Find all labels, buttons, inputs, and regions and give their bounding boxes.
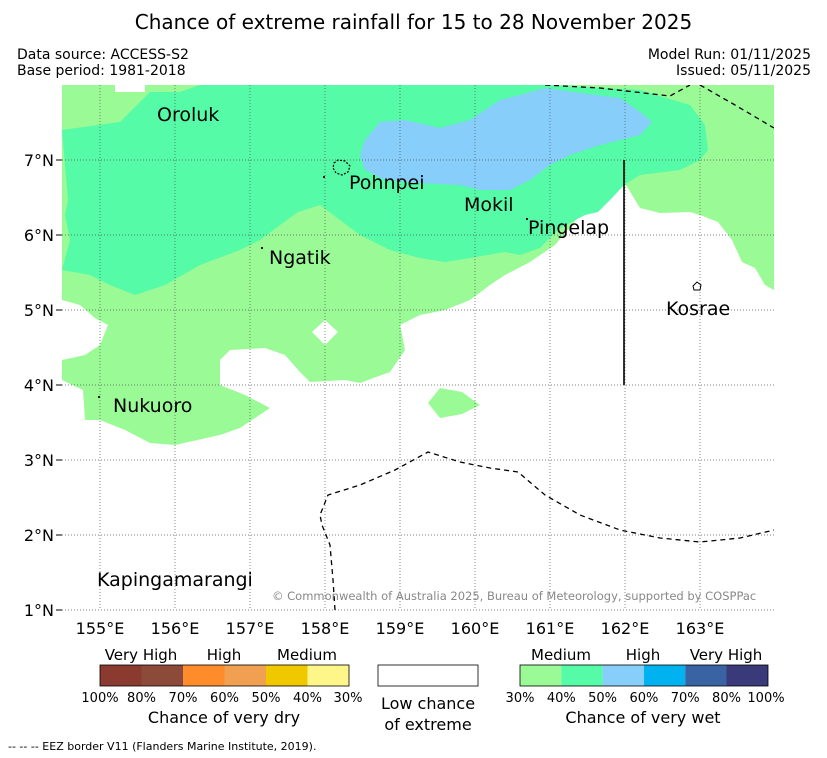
low-chance-swatch <box>377 664 479 687</box>
dry-tick-label: 40% <box>293 691 322 706</box>
wet-color-swatch <box>602 665 644 686</box>
dry-tick-label: 70% <box>169 691 198 706</box>
legend-low-chance: Low chance of extreme <box>377 664 479 734</box>
lon-label: 158°E <box>301 619 350 638</box>
legend-very-wet: Medium High Very High 30% 40% 50% 60% 70… <box>506 646 785 727</box>
wet-tick-label: 70% <box>671 691 700 706</box>
wet-tick-label: 60% <box>629 691 658 706</box>
wet-color-swatch <box>520 665 562 686</box>
issued-date: Issued: 05/11/2025 <box>676 63 811 79</box>
place-label-mokil: Mokil <box>464 194 514 216</box>
low-chance-hole <box>312 320 338 345</box>
lon-label: 155°E <box>76 619 125 638</box>
lon-label: 160°E <box>451 619 500 638</box>
dry-color-swatch <box>266 665 308 686</box>
lat-label: 1°N <box>24 601 54 620</box>
dry-color-swatch <box>307 665 349 686</box>
high-wet-region <box>360 88 652 190</box>
lat-label: 5°N <box>24 301 54 320</box>
wet-tick-label: 30% <box>506 691 535 706</box>
legend-very-dry: Very High High Medium 100% 80% 70% 60% 5… <box>81 646 362 727</box>
place-label-pingelap: Pingelap <box>528 217 609 239</box>
dry-color-swatch <box>224 665 266 686</box>
wet-color-swatch <box>561 665 603 686</box>
wet-tick-label: 50% <box>588 691 617 706</box>
lat-label: 4°N <box>24 376 54 395</box>
low-chance-label-line2: of extreme <box>384 715 471 734</box>
dry-tick-label: 50% <box>252 691 281 706</box>
lat-label: 6°N <box>24 226 54 245</box>
kosrae-island-outline <box>692 281 702 291</box>
place-label-oroluk: Oroluk <box>157 104 219 126</box>
copyright-notice: © Commonwealth of Australia 2025, Bureau… <box>272 589 756 603</box>
wet-category-label: Very High <box>690 646 763 664</box>
dry-color-swatch <box>100 665 142 686</box>
latitude-labels: 7°N 6°N 5°N 4°N 3°N 2°N 1°N <box>24 151 54 620</box>
lon-label: 162°E <box>601 619 650 638</box>
wet-tick-label: 40% <box>547 691 576 706</box>
dry-category-label: Very High <box>105 646 178 664</box>
base-period: Base period: 1981-2018 <box>17 63 186 79</box>
island-markers <box>97 175 529 399</box>
dry-color-swatch <box>183 665 225 686</box>
lon-label: 163°E <box>676 619 725 638</box>
dry-colorbar-border <box>99 664 350 687</box>
lat-label: 3°N <box>24 451 54 470</box>
place-label-nukuoro: Nukuoro <box>113 395 192 417</box>
wet-colorbar-border <box>519 664 769 687</box>
wet-tick-label: 100% <box>747 691 784 706</box>
longitude-labels: 155°E 156°E 157°E 158°E 159°E 160°E 161°… <box>76 619 725 638</box>
lon-label: 159°E <box>376 619 425 638</box>
wet-category-label: Medium <box>531 646 591 664</box>
map-title: Chance of extreme rainfall for 15 to 28 … <box>134 10 693 34</box>
low-chance-label-line1: Low chance <box>381 694 475 713</box>
axis-ticks <box>56 159 62 611</box>
wet-color-swatch <box>726 665 768 686</box>
eez-footnote: -- -- -- EEZ border V11 (Flanders Marine… <box>8 740 317 753</box>
medium-wet-patch <box>428 388 480 418</box>
dry-category-label: Medium <box>277 646 337 664</box>
dry-tick-label: 30% <box>334 691 363 706</box>
place-label-pohnpei: Pohnpei <box>349 172 425 194</box>
place-label-kapingamarangi: Kapingamarangi <box>97 569 253 591</box>
wet-tick-label: 80% <box>712 691 741 706</box>
dry-tick-label: 80% <box>127 691 156 706</box>
wet-legend-title: Chance of very wet <box>565 708 720 727</box>
wet-category-label: High <box>626 646 660 664</box>
lon-label: 161°E <box>526 619 575 638</box>
eez-border <box>319 85 774 610</box>
lon-label: 156°E <box>151 619 200 638</box>
model-run: Model Run: 01/11/2025 <box>647 47 811 63</box>
dry-category-label: High <box>207 646 241 664</box>
dry-tick-label: 60% <box>210 691 239 706</box>
low-chance-hole <box>62 300 108 360</box>
place-label-ngatik: Ngatik <box>269 247 331 269</box>
lat-label: 7°N <box>24 151 54 170</box>
place-label-kosrae: Kosrae <box>666 298 730 320</box>
dry-color-swatch <box>141 665 183 686</box>
wet-color-swatch <box>643 665 686 686</box>
dry-tick-label: 100% <box>81 691 118 706</box>
wet-color-swatch <box>685 665 727 686</box>
gridlines <box>62 85 774 611</box>
dry-legend-title: Chance of very dry <box>148 708 300 727</box>
data-source: Data source: ACCESS-S2 <box>17 47 189 63</box>
lon-label: 157°E <box>226 619 275 638</box>
lat-label: 2°N <box>24 526 54 545</box>
pohnpei-island-outline <box>332 159 351 176</box>
